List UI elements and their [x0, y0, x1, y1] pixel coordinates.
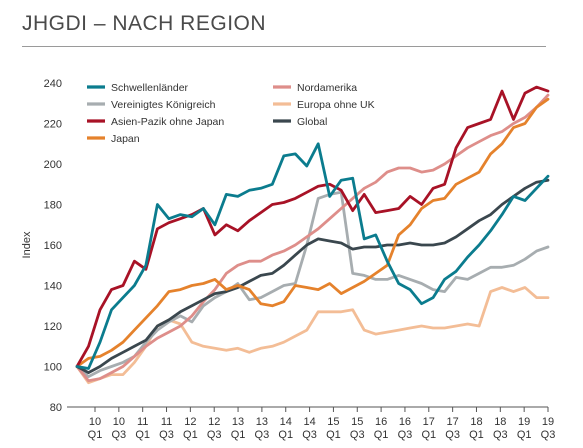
y-tick-label: 200	[44, 159, 62, 171]
series-line-global	[75, 178, 550, 375]
series-line-europa-ohne-uk	[75, 286, 550, 385]
x-tick-label: 10 Q1	[88, 416, 103, 441]
series-line-schwellenländer	[75, 142, 550, 370]
x-tick-label: 11 Q3	[159, 416, 174, 441]
page-title: JHGDI – NACH REGION	[22, 12, 267, 35]
x-tick-label: 15 Q1	[326, 416, 341, 441]
legend-label: Global	[297, 116, 327, 128]
legend-label: Nordamerika	[297, 82, 357, 94]
y-tick-label: 240	[44, 78, 62, 90]
x-tick-label: 18 Q1	[469, 416, 484, 441]
y-tick-label: 180	[44, 200, 62, 212]
x-tick-label: 10 Q3	[111, 416, 126, 441]
y-tick-label: 140	[44, 281, 62, 293]
series-line-vereinigtes-königreich	[75, 190, 550, 379]
legend-label: Europa ohne UK	[297, 99, 375, 111]
x-tick-label: 12 Q3	[207, 416, 222, 441]
x-tick-label: 19 Q1	[517, 416, 532, 441]
series-line-japan	[75, 97, 550, 368]
y-tick-label: 80	[50, 402, 62, 414]
x-tick-label: 17 Q3	[445, 416, 460, 441]
chart-series	[75, 85, 550, 385]
x-tick-label: 14 Q3	[302, 416, 317, 441]
chart-axes: 80 100 120 140 160 180 200 220 240 Index 10 Q1 10 Q3 1…	[21, 78, 555, 441]
x-tick-label: 13 Q3	[255, 416, 270, 441]
legend-label: Schwellenländer	[111, 82, 189, 94]
x-tick-label: 16 Q1	[374, 416, 389, 441]
x-tick-label: 15 Q3	[350, 416, 365, 441]
x-tick-label: 13 Q1	[231, 416, 246, 441]
x-tick-label: 12 Q1	[183, 416, 198, 441]
x-tick-label: 18 Q3	[493, 416, 508, 441]
legend-label: Asien-Pazik ohne Japan	[111, 116, 224, 128]
y-tick-label: 120	[44, 321, 62, 333]
series-line-nordamerika	[75, 93, 550, 383]
x-tick-label: 17 Q1	[421, 416, 436, 441]
y-tick-label: 160	[44, 240, 62, 252]
series-line-asien-pazik-ohne-japan	[75, 85, 550, 368]
chart-legend: Schwellenländer Nordamerika Vereinigtes Kö…	[87, 82, 375, 145]
y-tick-label: 220	[44, 119, 62, 131]
x-tick-label: 14 Q1	[278, 416, 293, 441]
y-axis-title: Index	[21, 231, 33, 258]
legend-label: Japan	[111, 133, 140, 145]
x-tick-label: 11 Q1	[135, 416, 150, 441]
x-tick-label: 16 Q3	[398, 416, 413, 441]
title-divider	[22, 46, 546, 47]
legend-label: Vereinigtes Königreich	[111, 99, 216, 111]
x-tick-label: 19 Q3	[541, 416, 556, 441]
y-tick-label: 100	[44, 362, 62, 374]
